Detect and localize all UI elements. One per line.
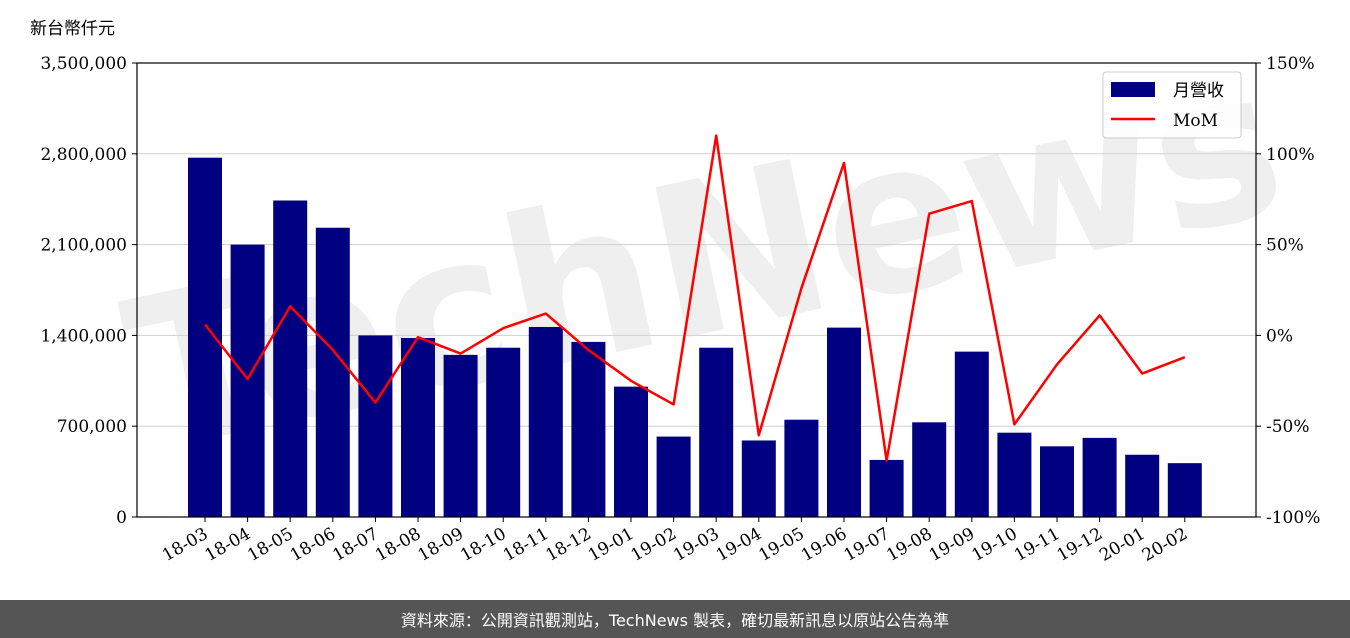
bar-18-12 (571, 341, 606, 517)
x-tick-label-19-12: 19-12 (1054, 524, 1106, 566)
bar-20-01 (1125, 454, 1160, 517)
x-tick-label-18-09: 18-09 (415, 524, 467, 566)
bar-18-09 (443, 354, 478, 517)
bar-20-02 (1167, 463, 1202, 517)
y-axis-unit-label: 新台幣仟元 (30, 19, 115, 39)
x-tick-label-18-03: 18-03 (159, 524, 211, 566)
bar-18-03 (188, 157, 222, 518)
legend: 月營收 MoM (1102, 71, 1242, 139)
y-right-tick-label: 100% (1266, 145, 1315, 165)
x-tick-label-18-10: 18-10 (457, 524, 509, 566)
y-right-tick-label: -50% (1266, 417, 1310, 437)
y-left-tick-label: 1,400,000 (40, 326, 127, 346)
x-tick-label-19-04: 19-04 (713, 524, 765, 566)
bar-18-07 (358, 335, 393, 517)
bar-19-03 (699, 347, 734, 517)
x-tick-label-19-02: 19-02 (628, 524, 680, 566)
bar-18-04 (230, 244, 265, 517)
x-tick-label-18-11: 18-11 (500, 524, 552, 566)
bar-19-07 (869, 459, 904, 517)
mom-line (204, 134, 1186, 462)
x-tick-label-20-01: 20-01 (1096, 524, 1148, 566)
bar-18-10 (486, 347, 521, 517)
x-tick-label-19-07: 19-07 (841, 524, 893, 566)
bar-18-05 (273, 200, 308, 518)
legend-bar-swatch (1111, 82, 1155, 97)
x-tick-label-19-08: 19-08 (883, 524, 935, 566)
y-right-tick-label: -100% (1266, 508, 1320, 528)
bar-19-11 (1040, 446, 1074, 517)
x-tick-label-19-01: 19-01 (585, 524, 637, 566)
y-right-tick-label: 150% (1266, 54, 1315, 74)
bar-19-09 (954, 351, 989, 517)
mom-line-series (204, 134, 1186, 462)
x-tick-label-18-04: 18-04 (202, 524, 254, 566)
legend-label-revenue: 月營收 (1173, 81, 1224, 101)
bar-18-06 (315, 227, 350, 518)
y-left-tick-label: 2,100,000 (40, 236, 127, 256)
y-right-tick-label: 50% (1266, 236, 1304, 256)
bar-18-11 (528, 326, 563, 517)
x-tick-label-20-02: 20-02 (1139, 524, 1191, 566)
x-tick-label-18-08: 18-08 (372, 524, 424, 566)
x-tick-label-19-09: 19-09 (926, 524, 978, 566)
x-tick-label-19-05: 19-05 (755, 524, 807, 566)
bar-19-02 (656, 436, 691, 517)
bar-19-01 (614, 386, 648, 517)
x-tick-label-18-07: 18-07 (329, 524, 381, 566)
x-tick-label-18-12: 18-12 (542, 524, 594, 566)
y-left-tick-label: 0 (116, 508, 127, 528)
x-tick-label-19-11: 19-11 (1011, 524, 1063, 566)
x-tick-label-19-10: 19-10 (968, 524, 1020, 566)
revenue-chart: TechNews 0700,0001,400,0002,100,0002,800… (40, 18, 1320, 566)
x-tick-label-18-06: 18-06 (287, 524, 339, 566)
bar-19-04 (741, 440, 776, 517)
bar-19-10 (997, 432, 1032, 517)
source-footer: 資料來源：公開資訊觀測站，TechNews 製表，確切最新訊息以原站公告為準 (0, 600, 1350, 638)
bar-19-06 (827, 327, 861, 517)
y-left-tick-label: 2,800,000 (40, 145, 127, 165)
x-tick-label-19-03: 19-03 (670, 524, 722, 566)
plot-frame (136, 62, 1257, 518)
bar-19-05 (784, 419, 819, 517)
y-right-tick-label: 0% (1266, 326, 1293, 346)
x-tick-label-19-06: 19-06 (798, 524, 850, 566)
y-left-tick-label: 3,500,000 (40, 54, 127, 74)
legend-label-mom: MoM (1173, 111, 1218, 131)
bar-18-08 (401, 337, 435, 517)
y-left-tick-label: 700,000 (57, 417, 127, 437)
bar-19-08 (912, 422, 947, 517)
bar-19-12 (1082, 437, 1117, 517)
x-tick-label-18-05: 18-05 (244, 524, 296, 566)
